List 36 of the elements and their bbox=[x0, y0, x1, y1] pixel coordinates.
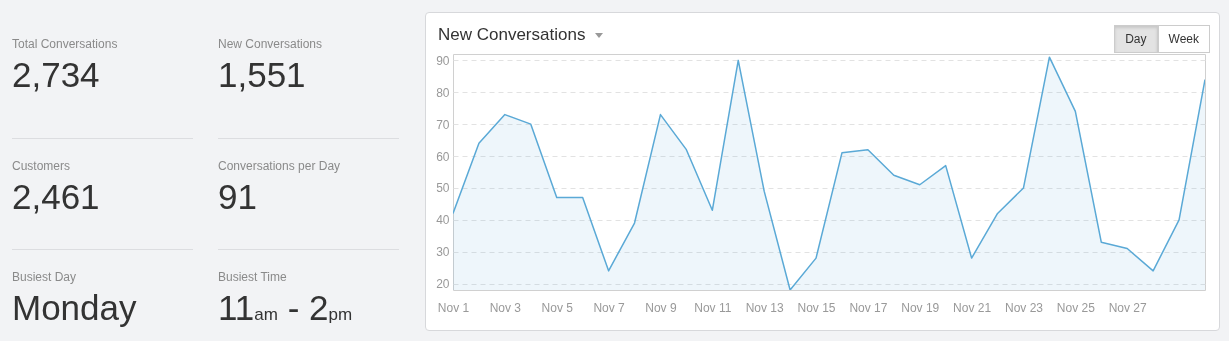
x-tick-label: Nov 17 bbox=[849, 300, 888, 315]
chart-title: New Conversations bbox=[438, 25, 586, 45]
x-tick-label: Nov 27 bbox=[1108, 300, 1148, 315]
x-tick-label: Nov 23 bbox=[1004, 300, 1044, 315]
text: 2,461 bbox=[12, 177, 101, 217]
text: 91 bbox=[218, 177, 258, 217]
x-tick-label: Nov 5 bbox=[541, 300, 574, 315]
y-tick-label: 90 bbox=[436, 53, 450, 68]
text: Busiest Day bbox=[12, 270, 78, 284]
text: Day bbox=[1114, 25, 1158, 53]
text: Total Conversations bbox=[12, 37, 119, 51]
y-tick-label: 60 bbox=[436, 149, 450, 164]
text: 2,734 bbox=[12, 55, 101, 95]
text: 1,551 bbox=[218, 55, 307, 95]
text: Busiest Time bbox=[218, 270, 288, 284]
text: Monday bbox=[12, 288, 138, 328]
y-tick-label: 50 bbox=[436, 181, 450, 196]
x-tick-label: Nov 1 bbox=[437, 300, 470, 315]
x-tick-label: Nov 13 bbox=[745, 300, 784, 315]
x-tick-label: Nov 3 bbox=[489, 300, 522, 315]
x-tick-label: Nov 7 bbox=[593, 300, 626, 315]
x-tick-label: Nov 15 bbox=[797, 300, 836, 315]
x-tick-label: Nov 19 bbox=[901, 300, 940, 315]
y-tick-label: 80 bbox=[436, 85, 450, 100]
y-tick-label: 70 bbox=[436, 117, 450, 132]
text: Week bbox=[1157, 25, 1210, 53]
y-tick-label: 40 bbox=[436, 213, 450, 228]
y-tick-label: 30 bbox=[436, 245, 450, 260]
y-tick-label: 20 bbox=[436, 277, 450, 292]
x-tick-label: Nov 11 bbox=[694, 300, 732, 315]
x-tick-label: Nov 9 bbox=[645, 300, 677, 315]
text: Customers bbox=[12, 159, 71, 173]
x-tick-label: Nov 21 bbox=[953, 300, 992, 315]
text: New Conversations bbox=[218, 37, 324, 51]
text: Conversations per Day bbox=[218, 159, 342, 173]
x-tick-label: Nov 25 bbox=[1056, 300, 1096, 315]
